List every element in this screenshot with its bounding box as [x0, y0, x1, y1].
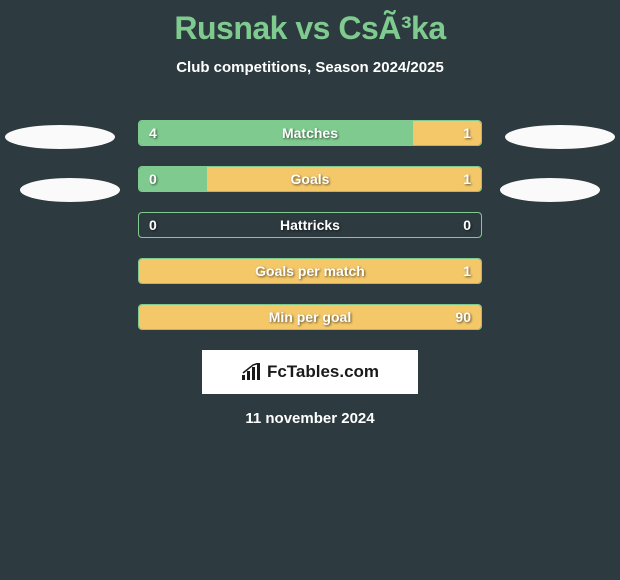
stat-value-right: 1 [463, 171, 471, 187]
logo: FcTables.com [241, 362, 379, 382]
player1-name: Rusnak [174, 10, 287, 46]
logo-box: FcTables.com [202, 350, 418, 394]
stat-bars-container: Matches41Goals01Hattricks00Goals per mat… [0, 120, 620, 330]
stat-value-left: 4 [149, 125, 157, 141]
stat-label: Matches [139, 125, 481, 141]
stat-row: Matches4 1 [138, 120, 482, 146]
stat-value-right: 1 [463, 125, 471, 141]
stat-row: Hattricks0 0 [138, 212, 482, 238]
stat-row: Min per goal90 [138, 304, 482, 330]
stat-row: Goals0 1 [138, 166, 482, 192]
player1-photo-placeholder-top [5, 125, 115, 149]
chart-icon [241, 363, 263, 381]
player2-name: CsÃ³ka [338, 10, 445, 46]
stat-value-left: 0 [149, 171, 157, 187]
logo-text: FcTables.com [267, 362, 379, 382]
stat-row: Goals per match1 [138, 258, 482, 284]
stat-label: Goals per match [139, 263, 481, 279]
player1-photo-placeholder-bottom [20, 178, 120, 202]
stat-value-right: 90 [455, 309, 471, 325]
stat-value-right: 0 [463, 217, 471, 233]
stat-label: Hattricks [139, 217, 481, 233]
date-label: 11 november 2024 [0, 410, 620, 427]
subtitle: Club competitions, Season 2024/2025 [0, 59, 620, 76]
vs-label: vs [295, 10, 330, 46]
player2-photo-placeholder-bottom [500, 178, 600, 202]
stat-value-right: 1 [463, 263, 471, 279]
stat-label: Goals [139, 171, 481, 187]
stat-label: Min per goal [139, 309, 481, 325]
page-title: Rusnak vs CsÃ³ka [0, 0, 620, 47]
stat-value-left: 0 [149, 217, 157, 233]
player2-photo-placeholder-top [505, 125, 615, 149]
